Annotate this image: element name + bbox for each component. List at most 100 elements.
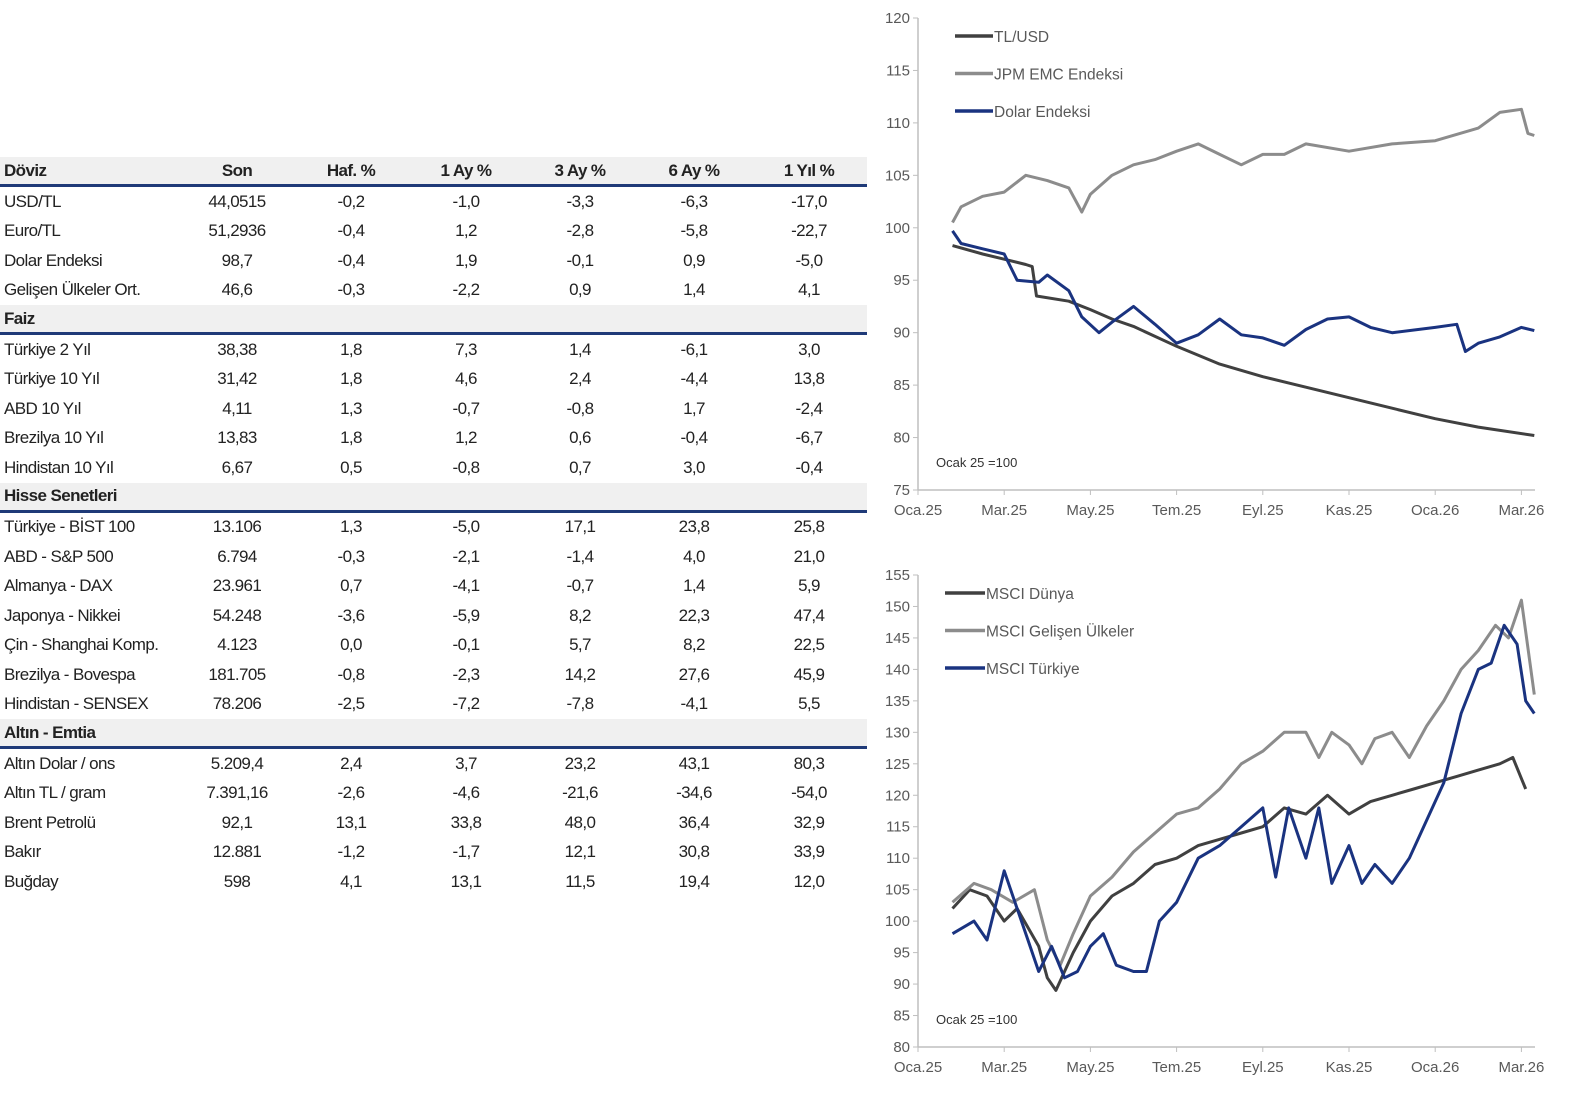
cell-value: 0,5 <box>340 457 362 477</box>
row-label: Almanya - DAX <box>4 576 113 596</box>
cell-value: -3,6 <box>337 605 366 625</box>
x-tick-label: Kas.25 <box>1326 502 1373 519</box>
row-label: Brezilya 10 Yıl <box>4 428 104 448</box>
table-row: ABD 10 Yıl 4,11 1,3 -0,7 -0,8 1,7 -2,4 <box>0 394 867 424</box>
cell-value: -2,2 <box>452 280 481 300</box>
x-tick-label: Eyl.25 <box>1242 1059 1284 1076</box>
cell-value: 22,5 <box>793 635 825 655</box>
cell-value: 23,2 <box>564 753 596 773</box>
cell-value: 13,1 <box>450 871 482 891</box>
cell-value: -34,6 <box>676 783 712 803</box>
cell-value: 27,6 <box>678 664 710 684</box>
series-line-tl-usd <box>952 244 1535 437</box>
cell-value: 0,9 <box>569 280 591 300</box>
y-tick-label: 95 <box>893 272 910 289</box>
table-row: Bakır 12.881 -1,2 -1,7 12,1 30,8 33,9 <box>0 838 867 868</box>
cell-value: 3,7 <box>455 753 477 773</box>
table-row: Hindistan 10 Yıl 6,67 0,5 -0,8 0,7 3,0 -0,4 <box>0 453 867 483</box>
cell-value: 1,4 <box>569 339 591 359</box>
y-tick-label: 90 <box>893 976 910 993</box>
cell-value: -0,4 <box>337 221 366 241</box>
table-row: USD/TL 44,0515 -0,2 -1,0 -3,3 -6,3 -17,0 <box>0 187 867 217</box>
x-tick-label: Oca.26 <box>1411 1059 1459 1076</box>
cell-value: -2,8 <box>566 221 595 241</box>
column-header: Haf. % <box>326 160 376 180</box>
cell-value: -0,4 <box>795 457 824 477</box>
table-row: Dolar Endeksi 98,7 -0,4 1,9 -0,1 0,9 -5,0 <box>0 246 867 276</box>
row-label: Buğday <box>4 871 59 891</box>
cell-value: 4,0 <box>683 546 705 566</box>
cell-value: 0,0 <box>340 635 362 655</box>
cell-value: -1,0 <box>452 191 481 211</box>
section-header: Faiz <box>0 305 867 335</box>
y-tick-label: 155 <box>885 567 910 584</box>
cell-value: 44,0515 <box>208 191 266 211</box>
y-tick-label: 105 <box>885 167 910 184</box>
x-tick-label: Oca.25 <box>894 1059 942 1076</box>
row-label: Brezilya - Bovespa <box>4 664 136 684</box>
y-tick-label: 80 <box>893 1039 910 1056</box>
cell-value: 6,67 <box>221 457 253 477</box>
cell-value: -7,8 <box>566 694 595 714</box>
table-row: Türkiye 10 Yıl 31,42 1,8 4,6 2,4 -4,4 13,8 <box>0 365 867 395</box>
cell-value: 3,0 <box>683 457 705 477</box>
cell-value: 78.206 <box>212 694 262 714</box>
cell-value: 47,4 <box>793 605 825 625</box>
cell-value: 98,7 <box>221 250 253 270</box>
cell-value: 8,2 <box>569 605 591 625</box>
column-header: 1 Ay % <box>440 160 492 180</box>
y-tick-label: 75 <box>893 482 910 499</box>
y-tick-label: 150 <box>885 598 910 615</box>
cell-value: 1,2 <box>455 428 477 448</box>
table-row: Euro/TL 51,2936 -0,4 1,2 -2,8 -5,8 -22,7 <box>0 217 867 247</box>
cell-value: 25,8 <box>793 517 825 537</box>
cell-value: 598 <box>223 871 251 891</box>
x-tick-label: Mar.25 <box>981 1059 1027 1076</box>
series-line-msci-geli-en-lkeler <box>951 598 1536 967</box>
cell-value: 12,0 <box>793 871 825 891</box>
y-tick-label: 95 <box>893 945 910 962</box>
table-row: Brezilya - Bovespa 181.705 -0,8 -2,3 14,2 27,… <box>0 660 867 690</box>
cell-value: -4,4 <box>680 369 709 389</box>
legend-label: MSCI Dünya <box>986 586 1074 603</box>
market-table: Döviz Son Haf. % 1 Ay % 3 Ay % 6 Ay % 1 Yıl % U… <box>0 157 867 897</box>
row-label: ABD - S&P 500 <box>4 546 114 566</box>
table-row: Altın Dolar / ons 5.209,4 2,4 3,7 23,2 43,1 80… <box>0 749 867 779</box>
y-tick-label: 110 <box>886 850 910 867</box>
cell-value: 54.248 <box>212 605 262 625</box>
column-header: 3 Ay % <box>554 160 606 180</box>
column-header: Son <box>221 160 253 180</box>
section-title: Hisse Senetleri <box>4 486 118 505</box>
cell-value: 33,9 <box>793 842 825 862</box>
section-title: Döviz <box>4 160 47 180</box>
cell-value: 19,4 <box>678 871 710 891</box>
cell-value: 4,11 <box>222 398 252 418</box>
series-line-msci-d-nya <box>951 756 1528 992</box>
cell-value: -22,7 <box>791 221 827 241</box>
cell-value: 33,8 <box>450 812 482 832</box>
cell-value: -6,7 <box>795 428 824 448</box>
cell-value: 45,9 <box>793 664 825 684</box>
x-tick-label: Mar.26 <box>1498 1059 1544 1076</box>
y-tick-label: 140 <box>885 661 910 678</box>
cell-value: 1,4 <box>683 576 705 596</box>
x-tick-label: Oca.25 <box>894 502 942 519</box>
y-tick-label: 115 <box>886 62 910 79</box>
cell-value: -54,0 <box>791 783 827 803</box>
cell-value: 7,3 <box>455 339 477 359</box>
y-tick-label: 125 <box>885 756 910 773</box>
cell-value: -5,0 <box>452 517 481 537</box>
cell-value: 1,3 <box>340 517 362 537</box>
cell-value: 1,4 <box>683 280 705 300</box>
table-row: Hindistan - SENSEX 78.206 -2,5 -7,2 -7,8 -4,1… <box>0 690 867 720</box>
table-row: Buğday 598 4,1 13,1 11,5 19,4 12,0 <box>0 867 867 897</box>
cell-value: 1,8 <box>340 428 362 448</box>
row-label: Türkiye 10 Yıl <box>4 369 100 389</box>
cell-value: -0,1 <box>452 635 481 655</box>
row-label: Brent Petrolü <box>4 812 96 832</box>
cell-value: 12,1 <box>564 842 596 862</box>
cell-value: 181.705 <box>208 664 266 684</box>
cell-value: 13,83 <box>217 428 257 448</box>
cell-value: 8,2 <box>683 635 705 655</box>
chart-note: Ocak 25 =100 <box>936 455 1017 470</box>
